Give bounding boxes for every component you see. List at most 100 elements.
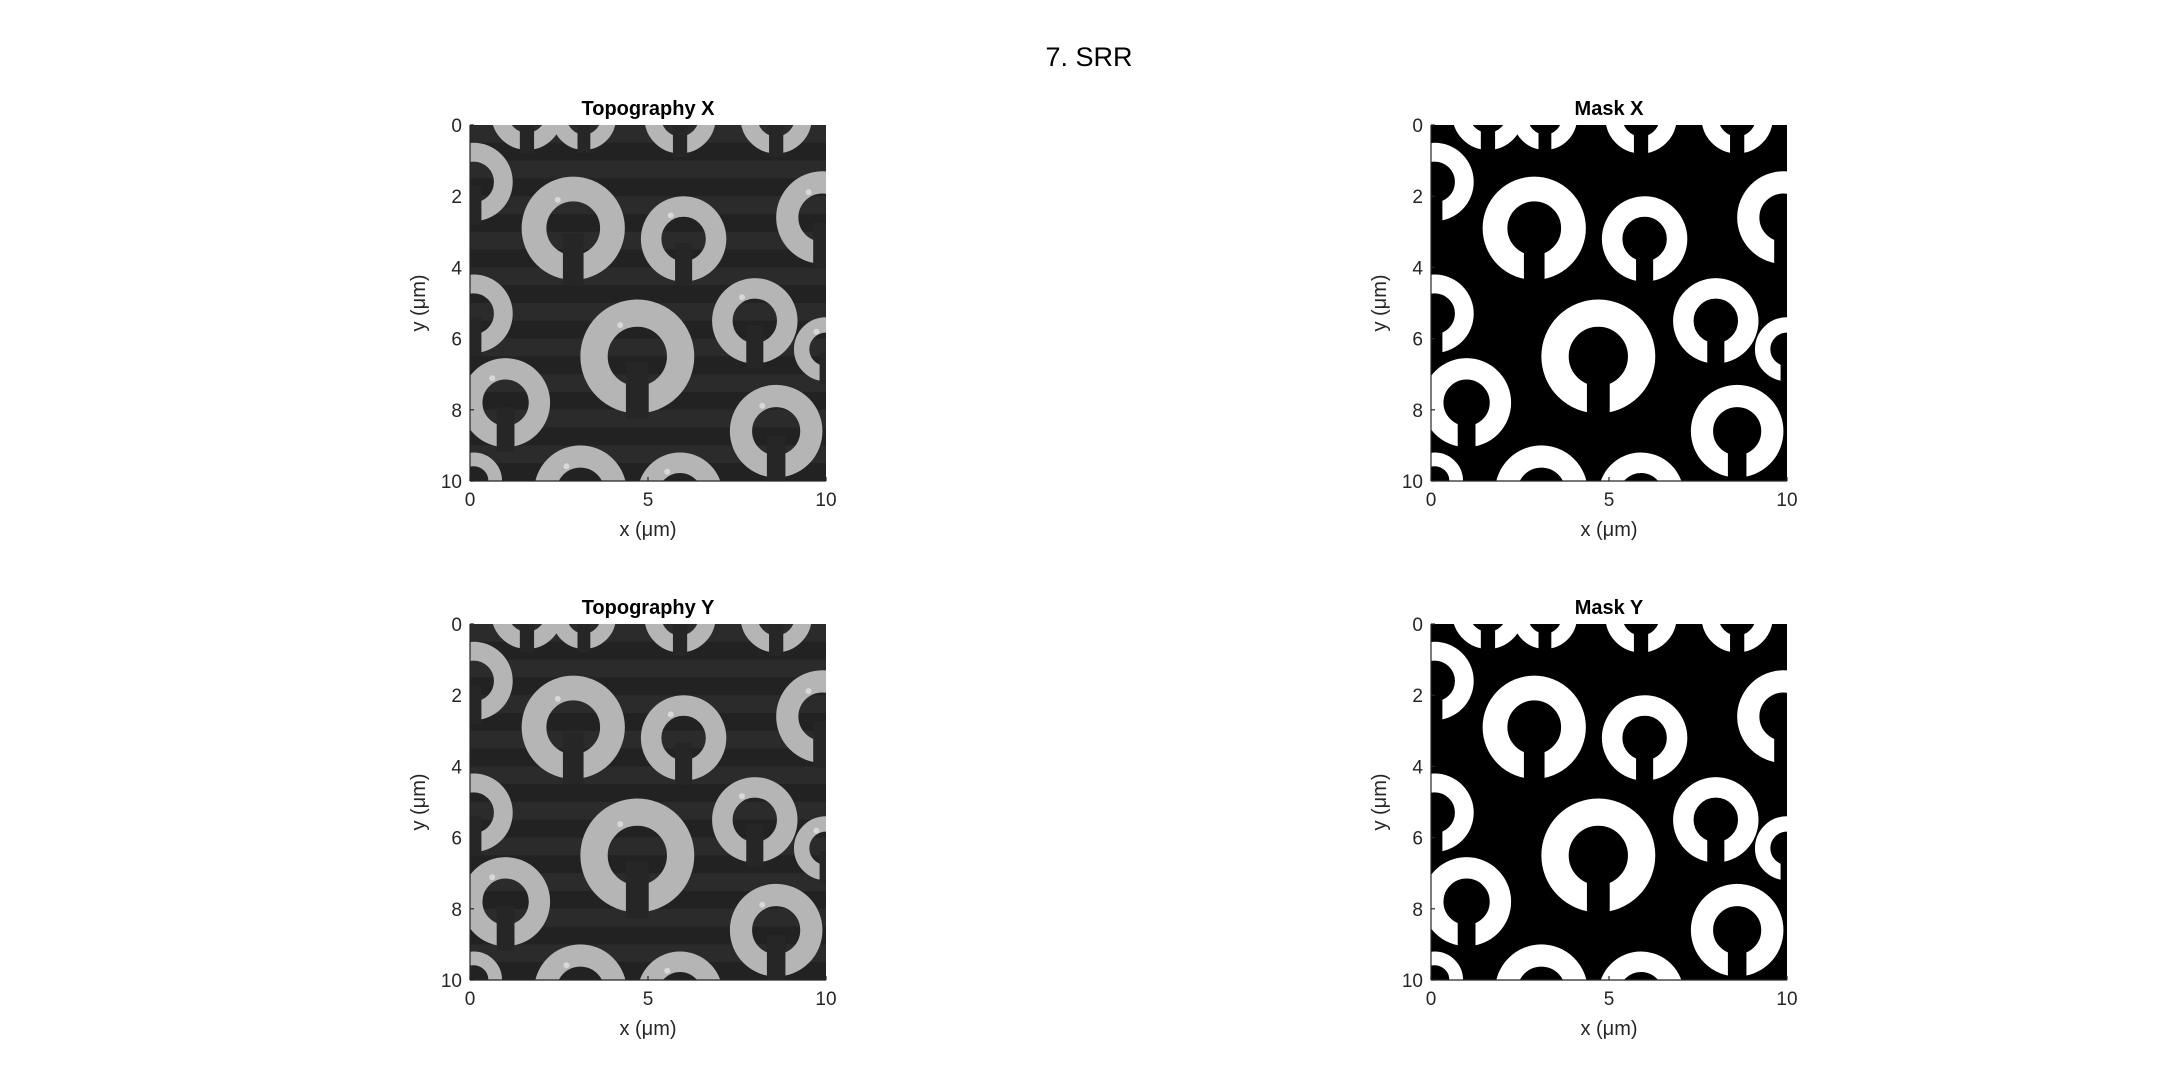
y-tick-label: 8 [1412,900,1423,921]
subplot-title: Mask Y [1575,597,1644,619]
ring-gap [813,222,826,269]
ring-gap [769,125,784,158]
surface-speck [738,793,745,800]
ring-body [535,445,626,481]
x-tick-label: 0 [1426,989,1437,1010]
ring-gap [625,861,649,919]
split-ring-resonator [1431,951,1464,980]
ring-gap [496,407,515,452]
ring-gap [1586,362,1610,420]
split-ring-resonator [1513,624,1577,653]
split-ring-resonator [521,675,625,785]
y-axis-label: y (μm) [1369,773,1391,830]
y-axis-label: y (μm) [408,773,430,830]
scan-line [470,142,826,161]
y-tick-label: 8 [1412,401,1423,422]
ring-gap [766,435,786,481]
ring-gap [1431,317,1443,357]
ring-body [1754,317,1787,382]
y-tick-label: 4 [1412,757,1423,778]
split-ring-resonator [1600,951,1682,980]
surface-speck [738,294,745,301]
surface-speck [563,463,570,470]
image-area [470,624,826,980]
split-ring-resonator [493,125,561,154]
y-tick-label: 6 [451,330,462,351]
ring-gap [1538,624,1552,653]
x-tick-label: 5 [1604,490,1615,511]
split-ring-resonator [712,278,798,368]
ring-gap [1774,222,1787,269]
ring-gap [1730,125,1745,158]
ring-gap [1707,325,1725,368]
y-tick-label: 6 [1412,829,1423,850]
ring-gap [496,906,515,951]
ring-gap [519,125,535,154]
y-tick-label: 8 [451,900,462,921]
split-ring-resonator [1690,384,1784,481]
y-tick-label: 10 [1402,472,1423,493]
ring-gap [1523,233,1545,286]
ring-body [1496,944,1587,980]
ring-gap [1457,906,1476,951]
split-ring-resonator [645,624,715,657]
ring-gap [1538,125,1552,154]
ring-gap [562,732,584,785]
split-ring-resonator [712,777,798,867]
scan-line [470,695,826,713]
ring-gap [470,185,482,226]
y-tick-label: 0 [1412,116,1423,137]
split-ring-resonator [1431,773,1474,856]
ring-gap [672,624,688,657]
x-tick-label: 10 [1776,989,1797,1010]
x-axis-label: x (μm) [619,519,676,541]
ring-gap [1431,684,1443,725]
surface-speck [667,212,674,219]
split-ring-resonator [1541,299,1656,420]
x-tick-label: 10 [1776,490,1797,511]
y-tick-label: 8 [451,401,462,422]
y-tick-label: 2 [451,187,462,208]
ring-gap [1523,732,1545,785]
split-ring-resonator [1431,857,1512,951]
split-ring-resonator [1431,641,1474,725]
surface-speck [617,821,624,828]
x-tick-label: 5 [1604,989,1615,1010]
surface-speck [805,189,812,196]
ring-gap [1636,243,1654,286]
surface-speck [667,711,674,718]
split-ring-resonator [1754,317,1787,385]
surface-speck [805,688,812,695]
y-tick-label: 2 [451,686,462,707]
split-ring-resonator [1702,125,1773,158]
figure-title: 7. SRR [1045,42,1132,72]
y-axis-label: y (μm) [408,274,430,331]
ring-gap [1730,624,1745,657]
split-ring-resonator [1431,358,1512,452]
ring-gap [562,233,584,286]
split-ring-resonator [1482,176,1586,286]
split-ring-resonator [493,624,561,653]
ring-gap [577,624,591,653]
ring-gap [819,352,826,385]
image-area [470,125,826,481]
split-ring-resonator [470,274,513,357]
split-ring-resonator [776,670,826,768]
surface-speck [617,322,624,329]
y-tick-label: 4 [451,258,462,279]
ring-gap [672,125,688,158]
split-ring-resonator [729,384,823,481]
ring-gap [1480,125,1496,154]
y-tick-label: 6 [451,829,462,850]
ring-gap [1457,407,1476,452]
x-tick-label: 0 [1426,490,1437,511]
surface-speck [759,402,766,409]
ring-body [1600,951,1682,980]
image-area [1431,624,1787,980]
surface-speck [813,827,820,834]
subplot-title: Topography X [582,98,716,120]
